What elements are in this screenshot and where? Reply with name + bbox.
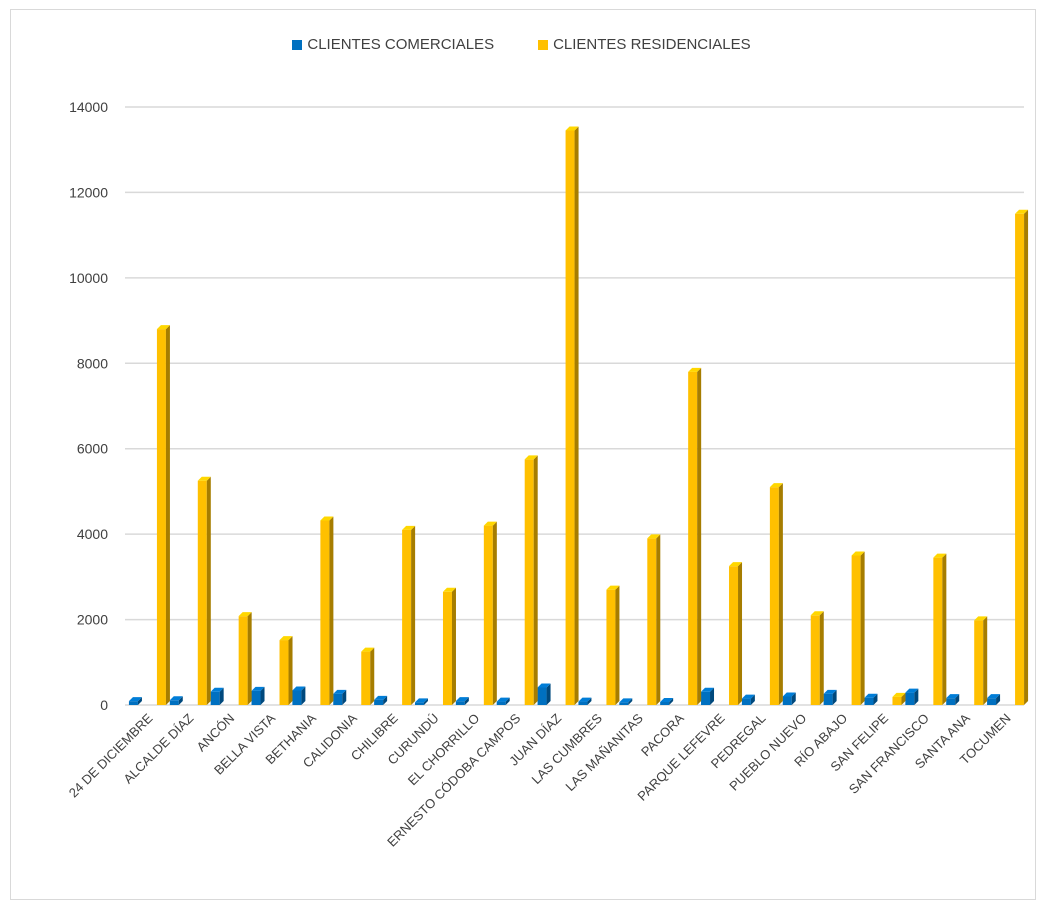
bar-residenciales bbox=[769, 483, 783, 705]
bar-residenciales bbox=[892, 692, 906, 705]
x-tick-label: LAS MAÑANITAS bbox=[562, 710, 646, 794]
legend-swatch-residenciales bbox=[538, 39, 549, 50]
bar-residenciales bbox=[729, 562, 743, 705]
bar-comerciales bbox=[946, 694, 960, 705]
legend-swatch-comerciales bbox=[292, 39, 303, 50]
x-tick-label: ALCALDE DÍAZ bbox=[120, 710, 196, 786]
bar-residenciales bbox=[483, 521, 497, 705]
bar-residenciales bbox=[320, 516, 334, 705]
bar-comerciales bbox=[741, 694, 755, 705]
bar-comerciales bbox=[210, 687, 224, 705]
bar-residenciales bbox=[197, 476, 211, 705]
bar-comerciales bbox=[701, 687, 715, 705]
bar-residenciales bbox=[688, 367, 702, 705]
bar-residenciales bbox=[974, 616, 988, 705]
bar-residenciales bbox=[606, 585, 620, 705]
y-tick-label: 4000 bbox=[77, 526, 108, 542]
bar-residenciales bbox=[565, 126, 579, 705]
y-tick-label: 14000 bbox=[69, 99, 108, 115]
bar-residenciales bbox=[810, 611, 824, 705]
legend-label-residenciales: CLIENTES RESIDENCIALES bbox=[553, 36, 751, 53]
bar-comerciales bbox=[169, 696, 183, 705]
bar-comerciales bbox=[864, 693, 878, 705]
bar-residenciales bbox=[361, 647, 375, 705]
y-tick-label: 2000 bbox=[77, 612, 108, 628]
bar-residenciales bbox=[1015, 209, 1029, 706]
bar-residenciales bbox=[402, 525, 416, 705]
bar-comerciales bbox=[374, 695, 388, 705]
x-tick-label: EL CHORRILLO bbox=[405, 711, 483, 789]
y-tick-label: 8000 bbox=[77, 355, 108, 371]
x-tick-label: LAS CUMBRES bbox=[529, 710, 606, 787]
bar-comerciales bbox=[333, 689, 347, 705]
bar-residenciales bbox=[524, 455, 538, 705]
bar-comerciales bbox=[823, 689, 837, 705]
bar-comerciales bbox=[578, 697, 592, 705]
bar-residenciales bbox=[279, 636, 293, 705]
y-tick-label: 6000 bbox=[77, 441, 108, 457]
y-tick-label: 0 bbox=[100, 697, 108, 713]
bar-comerciales bbox=[496, 697, 510, 705]
legend: CLIENTES COMERCIALES CLIENTES RESIDENCIA… bbox=[0, 36, 1043, 53]
bar-residenciales bbox=[851, 551, 865, 705]
chart-frame bbox=[10, 9, 1036, 900]
bar-comerciales bbox=[987, 694, 1001, 705]
bar-comerciales bbox=[660, 698, 674, 705]
bar-residenciales bbox=[238, 612, 252, 705]
bar-comerciales bbox=[782, 692, 796, 705]
y-tick-label: 12000 bbox=[69, 184, 108, 200]
legend-label-comerciales: CLIENTES COMERCIALES bbox=[307, 36, 495, 53]
bar-comerciales bbox=[292, 686, 306, 705]
bar-residenciales bbox=[442, 587, 456, 705]
bar-comerciales bbox=[537, 683, 551, 705]
bar-comerciales bbox=[128, 697, 142, 705]
bar-comerciales bbox=[251, 686, 265, 705]
bar-comerciales bbox=[414, 698, 428, 705]
y-tick-label: 10000 bbox=[69, 270, 108, 286]
bar-comerciales bbox=[455, 697, 469, 705]
bar-comerciales bbox=[619, 698, 633, 705]
bar-comerciales bbox=[905, 688, 919, 705]
bar-residenciales bbox=[647, 534, 661, 705]
legend-item-comerciales: CLIENTES COMERCIALES bbox=[292, 36, 494, 53]
bar-residenciales bbox=[933, 553, 947, 705]
legend-item-residenciales: CLIENTES RESIDENCIALES bbox=[538, 36, 751, 53]
bar-residenciales bbox=[156, 325, 170, 705]
